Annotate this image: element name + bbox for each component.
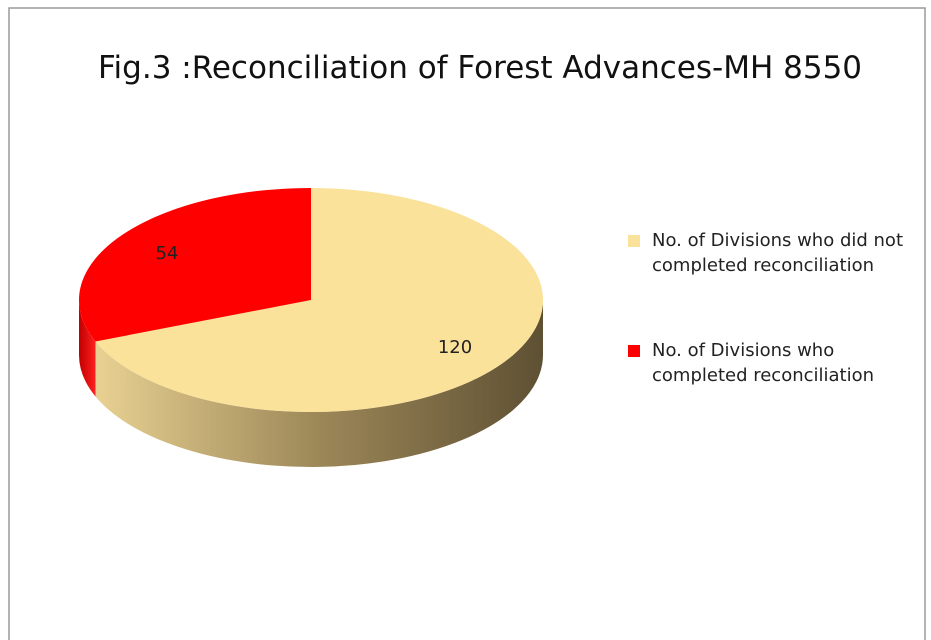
pie: 120 54 — [79, 188, 543, 468]
legend-item: No. of Divisions who did not completed r… — [628, 228, 918, 278]
pie-side — [95, 300, 543, 468]
pie-slice — [79, 188, 311, 342]
pie-slice — [95, 188, 543, 413]
data-label: 120 — [438, 337, 472, 358]
chart-title: Fig.3 :Reconciliation of Forest Advances… — [98, 50, 862, 86]
pie-side — [79, 300, 96, 397]
legend-swatch — [628, 235, 640, 247]
legend-swatch — [628, 345, 640, 357]
legend-label: No. of Divisions who completed reconcili… — [652, 340, 875, 386]
data-label: 54 — [156, 243, 179, 264]
legend-label: No. of Divisions who did not completed r… — [652, 230, 904, 276]
legend-item: No. of Divisions who completed reconcili… — [628, 338, 918, 388]
